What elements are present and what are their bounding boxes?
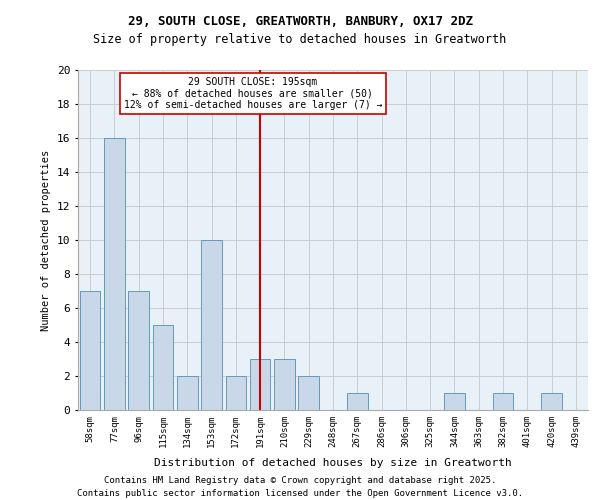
Bar — [177, 376, 197, 410]
Bar — [226, 376, 246, 410]
Bar — [298, 376, 319, 410]
Y-axis label: Number of detached properties: Number of detached properties — [41, 150, 52, 330]
Bar — [201, 240, 222, 410]
Text: Size of property relative to detached houses in Greatworth: Size of property relative to detached ho… — [94, 32, 506, 46]
Text: 29, SOUTH CLOSE, GREATWORTH, BANBURY, OX17 2DZ: 29, SOUTH CLOSE, GREATWORTH, BANBURY, OX… — [128, 15, 473, 28]
Bar — [104, 138, 125, 410]
Bar — [80, 291, 100, 410]
X-axis label: Distribution of detached houses by size in Greatworth: Distribution of detached houses by size … — [154, 458, 512, 468]
Text: Contains public sector information licensed under the Open Government Licence v3: Contains public sector information licen… — [77, 488, 523, 498]
Bar — [541, 393, 562, 410]
Bar — [250, 359, 271, 410]
Bar — [347, 393, 368, 410]
Bar — [274, 359, 295, 410]
Bar — [128, 291, 149, 410]
Text: Contains HM Land Registry data © Crown copyright and database right 2025.: Contains HM Land Registry data © Crown c… — [104, 476, 496, 485]
Bar — [493, 393, 514, 410]
Bar — [444, 393, 465, 410]
Bar — [152, 325, 173, 410]
Text: 29 SOUTH CLOSE: 195sqm
← 88% of detached houses are smaller (50)
12% of semi-det: 29 SOUTH CLOSE: 195sqm ← 88% of detached… — [124, 77, 382, 110]
